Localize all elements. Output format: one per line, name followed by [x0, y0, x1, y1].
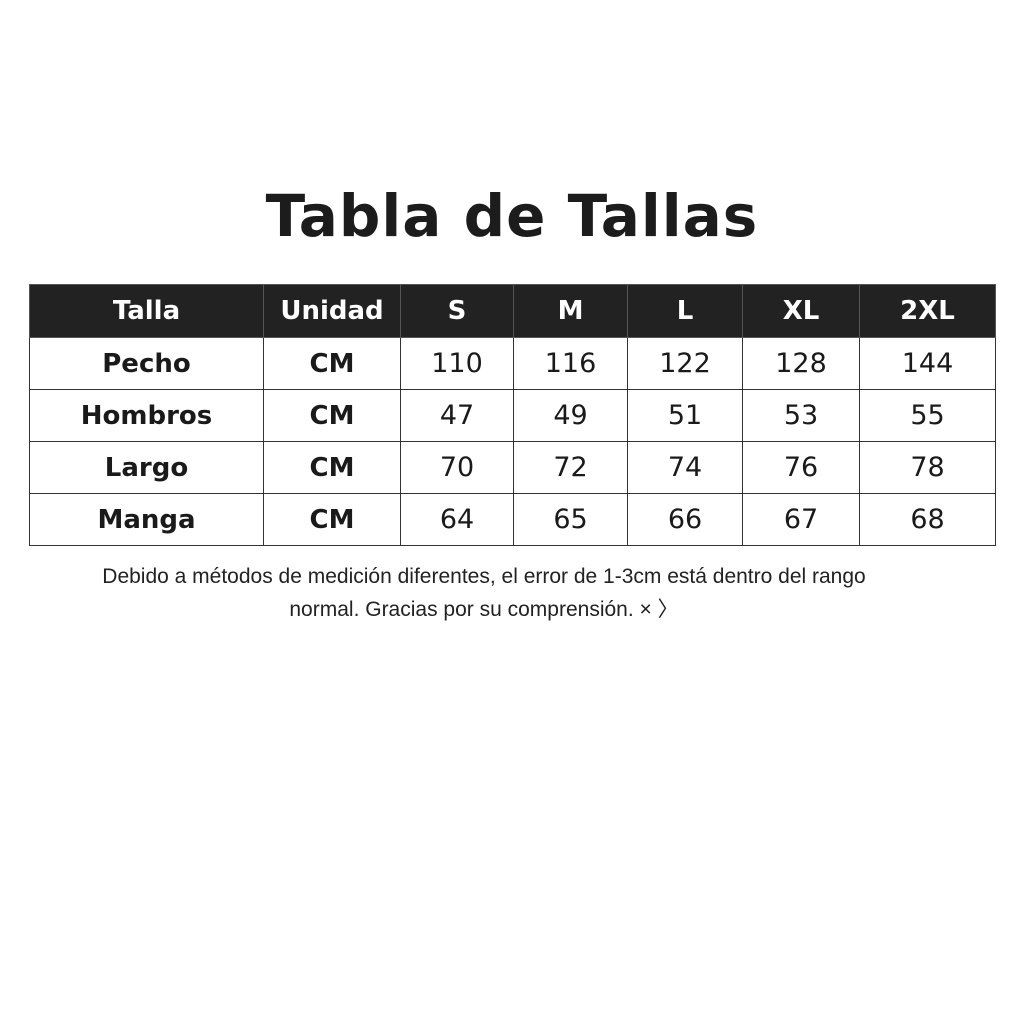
value-cell: 144 — [859, 337, 996, 390]
value-cell: 78 — [859, 441, 996, 494]
column-header: Talla — [29, 284, 264, 338]
value-cell: 70 — [400, 441, 514, 494]
row-label: Hombros — [29, 389, 264, 442]
value-cell: 76 — [742, 441, 860, 494]
value-cell: 51 — [627, 389, 743, 442]
row-label: Pecho — [29, 337, 264, 390]
value-cell: 128 — [742, 337, 860, 390]
unit-cell: CM — [263, 441, 401, 494]
column-header: L — [627, 284, 743, 338]
value-cell: 74 — [627, 441, 743, 494]
value-cell: 122 — [627, 337, 743, 390]
value-cell: 55 — [859, 389, 996, 442]
value-cell: 66 — [627, 493, 743, 546]
column-header: 2XL — [859, 284, 996, 338]
row-label: Largo — [29, 441, 264, 494]
value-cell: 116 — [513, 337, 628, 390]
page-title: Tabla de Tallas — [265, 182, 759, 250]
column-header: S — [400, 284, 514, 338]
row-label: Manga — [29, 493, 264, 546]
unit-cell: CM — [263, 493, 401, 546]
value-cell: 64 — [400, 493, 514, 546]
table-row: Manga CM 64 65 66 67 68 — [29, 493, 996, 546]
size-chart-table: Talla Unidad S M L XL 2XL Pecho CM 110 116 122 128 1… — [29, 284, 996, 546]
table-row: Pecho CM 110 116 122 128 144 — [29, 337, 996, 390]
value-cell: 67 — [742, 493, 860, 546]
value-cell: 53 — [742, 389, 860, 442]
table-row: Largo CM 70 72 74 76 78 — [29, 441, 996, 494]
value-cell: 47 — [400, 389, 514, 442]
value-cell: 72 — [513, 441, 628, 494]
note-line-1: Debido a métodos de medición diferentes,… — [102, 565, 866, 588]
column-header: Unidad — [263, 284, 401, 338]
column-header: M — [513, 284, 628, 338]
measurement-note: Debido a métodos de medición diferentes,… — [0, 560, 968, 626]
unit-cell: CM — [263, 389, 401, 442]
value-cell: 49 — [513, 389, 628, 442]
unit-cell: CM — [263, 337, 401, 390]
note-line-2: normal. Gracias por su comprensión. × 〉 — [289, 598, 679, 621]
value-cell: 68 — [859, 493, 996, 546]
column-header: XL — [742, 284, 860, 338]
table-row: Hombros CM 47 49 51 53 55 — [29, 389, 996, 442]
value-cell: 110 — [400, 337, 514, 390]
header-row: Talla Unidad S M L XL 2XL — [29, 284, 996, 338]
value-cell: 65 — [513, 493, 628, 546]
